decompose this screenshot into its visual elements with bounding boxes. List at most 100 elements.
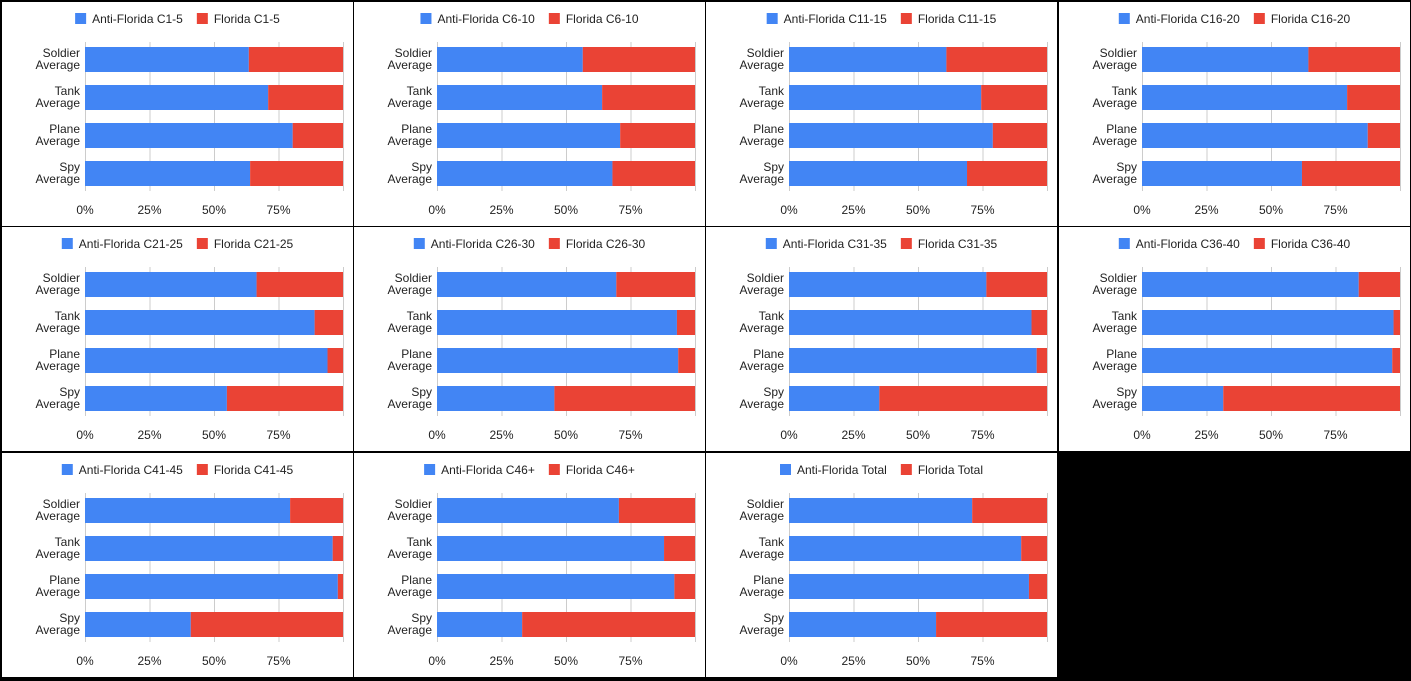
category-label: Spy Average xyxy=(388,160,433,186)
x-tick-label: 50% xyxy=(554,428,578,442)
bar-florida xyxy=(1392,348,1400,373)
category-label-line: Soldier xyxy=(1100,271,1137,285)
x-tick-label: 25% xyxy=(489,654,513,668)
x-tick-label: 0% xyxy=(428,654,446,668)
x-tick-label: 0% xyxy=(76,203,94,217)
category-label-line: Average xyxy=(36,283,81,297)
legend-item: Florida C36-40 xyxy=(1253,237,1351,251)
bar-florida xyxy=(582,47,695,72)
category-label-line: Average xyxy=(388,96,433,110)
bar-florida xyxy=(1393,310,1400,335)
category-label-line: Average xyxy=(1093,172,1138,186)
legend-item: Florida C1-5 xyxy=(196,12,280,26)
x-tick-label: 75% xyxy=(266,654,290,668)
category-label-line: Tank xyxy=(407,84,433,98)
category-label-line: Tank xyxy=(407,309,433,323)
bar-florida xyxy=(190,612,343,637)
category-label: Tank Average xyxy=(388,84,433,110)
category-label: Plane Average xyxy=(740,573,785,599)
legend-item: Florida C16-20 xyxy=(1253,12,1351,26)
x-tick-label: 50% xyxy=(202,203,226,217)
category-label-line: Average xyxy=(1093,397,1138,411)
category-label-line: Plane xyxy=(1106,347,1137,361)
bar-florida xyxy=(332,536,343,561)
category-label-line: Plane xyxy=(753,347,784,361)
legend-swatch xyxy=(900,238,912,249)
legend: Anti-Florida Total Florida Total xyxy=(780,463,983,477)
category-label-line: Spy xyxy=(1116,160,1137,174)
category-label-line: Tank xyxy=(55,84,81,98)
x-tick-label: 25% xyxy=(489,428,513,442)
bar-anti-florida xyxy=(789,348,1037,373)
legend-item: Florida C21-25 xyxy=(196,237,294,251)
legend-label: Florida Total xyxy=(918,463,983,477)
bar-florida xyxy=(248,47,343,72)
legend-label: Florida C26-30 xyxy=(566,237,646,251)
bar-florida xyxy=(290,498,343,523)
category-label: Tank Average xyxy=(740,535,785,561)
bar-anti-florida xyxy=(437,498,619,523)
legend-swatch xyxy=(900,464,912,475)
legend-label: Anti-Florida C16-20 xyxy=(1136,12,1240,26)
category-label-line: Average xyxy=(36,134,81,148)
bar-anti-florida xyxy=(437,272,617,297)
x-tick-label: 50% xyxy=(1259,203,1283,217)
legend-swatch xyxy=(61,464,73,475)
category-label-line: Average xyxy=(388,509,433,523)
category-label-line: Average xyxy=(740,585,785,599)
bar-anti-florida xyxy=(1142,348,1393,373)
category-label: Tank Average xyxy=(1093,84,1138,110)
category-label-line: Average xyxy=(36,623,81,637)
bar-florida xyxy=(972,498,1047,523)
category-label-line: Tank xyxy=(1112,84,1138,98)
category-label: Spy Average xyxy=(36,385,81,411)
bar-florida xyxy=(936,612,1047,637)
category-label: Soldier Average xyxy=(388,46,433,72)
category-label-line: Plane xyxy=(401,573,432,587)
bar-anti-florida xyxy=(85,161,251,186)
bar-anti-florida xyxy=(437,536,665,561)
x-tick-label: 0% xyxy=(76,428,94,442)
category-label-line: Plane xyxy=(753,573,784,587)
category-label: Spy Average xyxy=(1093,385,1138,411)
legend: Anti-Florida C46+ Florida C46+ xyxy=(424,463,635,477)
category-label-line: Spy xyxy=(59,611,80,625)
legend-item: Florida C11-15 xyxy=(900,12,997,26)
category-label: Tank Average xyxy=(388,535,433,561)
category-label-line: Average xyxy=(740,96,785,110)
category-label-line: Average xyxy=(388,58,433,72)
bar-florida xyxy=(678,348,695,373)
bar-florida xyxy=(664,536,695,561)
x-tick-label: 75% xyxy=(970,428,994,442)
bar-florida xyxy=(981,85,1047,110)
category-label: Spy Average xyxy=(740,611,785,637)
legend-swatch xyxy=(780,464,792,475)
legend-swatch xyxy=(424,464,436,475)
x-tick-label: 0% xyxy=(76,654,94,668)
legend: Anti-Florida C26-30 Florida C26-30 xyxy=(413,237,646,251)
bar-florida xyxy=(612,161,695,186)
legend-swatch xyxy=(61,238,73,249)
category-label: Spy Average xyxy=(740,385,785,411)
category-label-line: Average xyxy=(1093,359,1138,373)
bar-anti-florida xyxy=(85,85,269,110)
category-label-line: Spy xyxy=(411,160,432,174)
category-label: Soldier Average xyxy=(36,271,81,297)
category-label-line: Spy xyxy=(59,385,80,399)
legend-label: Anti-Florida C46+ xyxy=(441,463,535,477)
bar-florida xyxy=(1028,574,1047,599)
x-tick-label: 75% xyxy=(618,203,642,217)
legend: Anti-Florida C36-40 Florida C36-40 xyxy=(1118,237,1351,251)
bar-anti-florida xyxy=(85,536,333,561)
category-label: Soldier Average xyxy=(740,271,785,297)
stacked-bar-chart: Anti-Florida C36-40 Florida C36-40 Soldier… xyxy=(1093,237,1401,442)
bar-anti-florida xyxy=(789,47,947,72)
category-label-line: Tank xyxy=(759,84,785,98)
bar-anti-florida xyxy=(85,386,227,411)
bar-anti-florida xyxy=(85,310,315,335)
category-label-line: Tank xyxy=(55,309,81,323)
